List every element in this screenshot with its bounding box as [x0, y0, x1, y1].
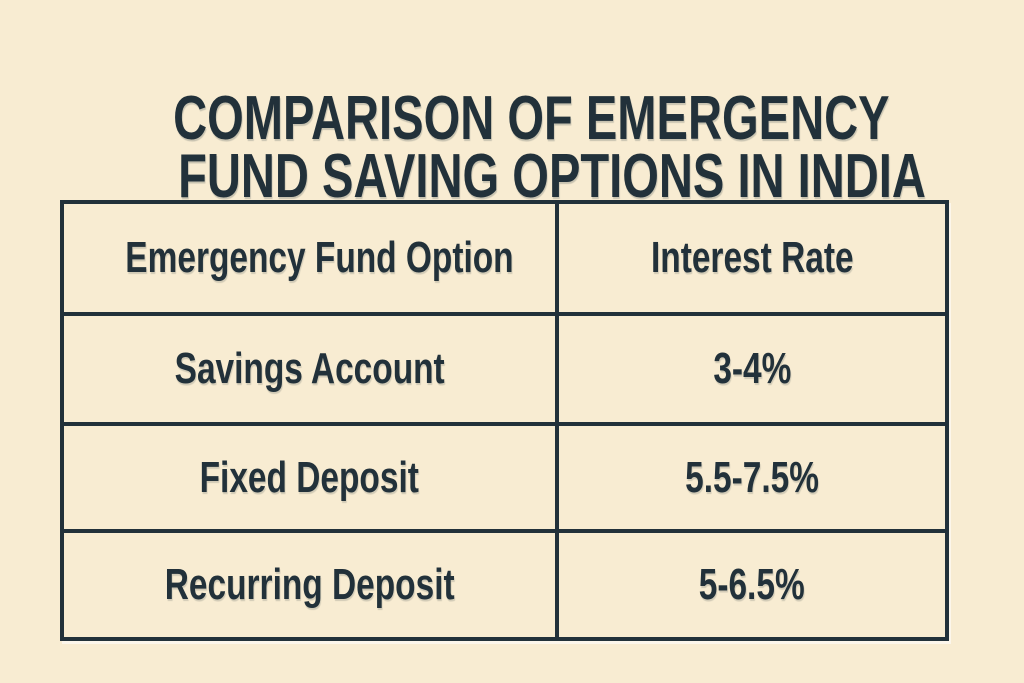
page-title-line-1: COMPARISON OF EMERGENCY: [173, 83, 890, 153]
column-header-rate: Interest Rate: [555, 200, 949, 316]
rate-cell: 5.5-7.5%: [555, 422, 949, 533]
rate-cell: 5-6.5%: [555, 529, 949, 641]
table-row: Savings Account 3-4%: [60, 312, 949, 426]
page-title: COMPARISON OF EMERGENCY FUND SAVING OPTI…: [60, 83, 945, 211]
option-cell: Savings Account: [60, 312, 559, 426]
option-cell: Fixed Deposit: [60, 422, 559, 533]
comparison-table: Emergency Fund Option Interest Rate Savi…: [60, 200, 949, 641]
rate-cell: 3-4%: [555, 312, 949, 426]
option-cell: Recurring Deposit: [60, 529, 559, 641]
table-row: Recurring Deposit 5-6.5%: [60, 529, 949, 641]
table-header-row: Emergency Fund Option Interest Rate: [60, 200, 949, 316]
page-title-line-2: FUND SAVING OPTIONS IN INDIA: [178, 141, 926, 211]
column-header-option: Emergency Fund Option: [60, 200, 559, 316]
table-row: Fixed Deposit 5.5-7.5%: [60, 422, 949, 533]
